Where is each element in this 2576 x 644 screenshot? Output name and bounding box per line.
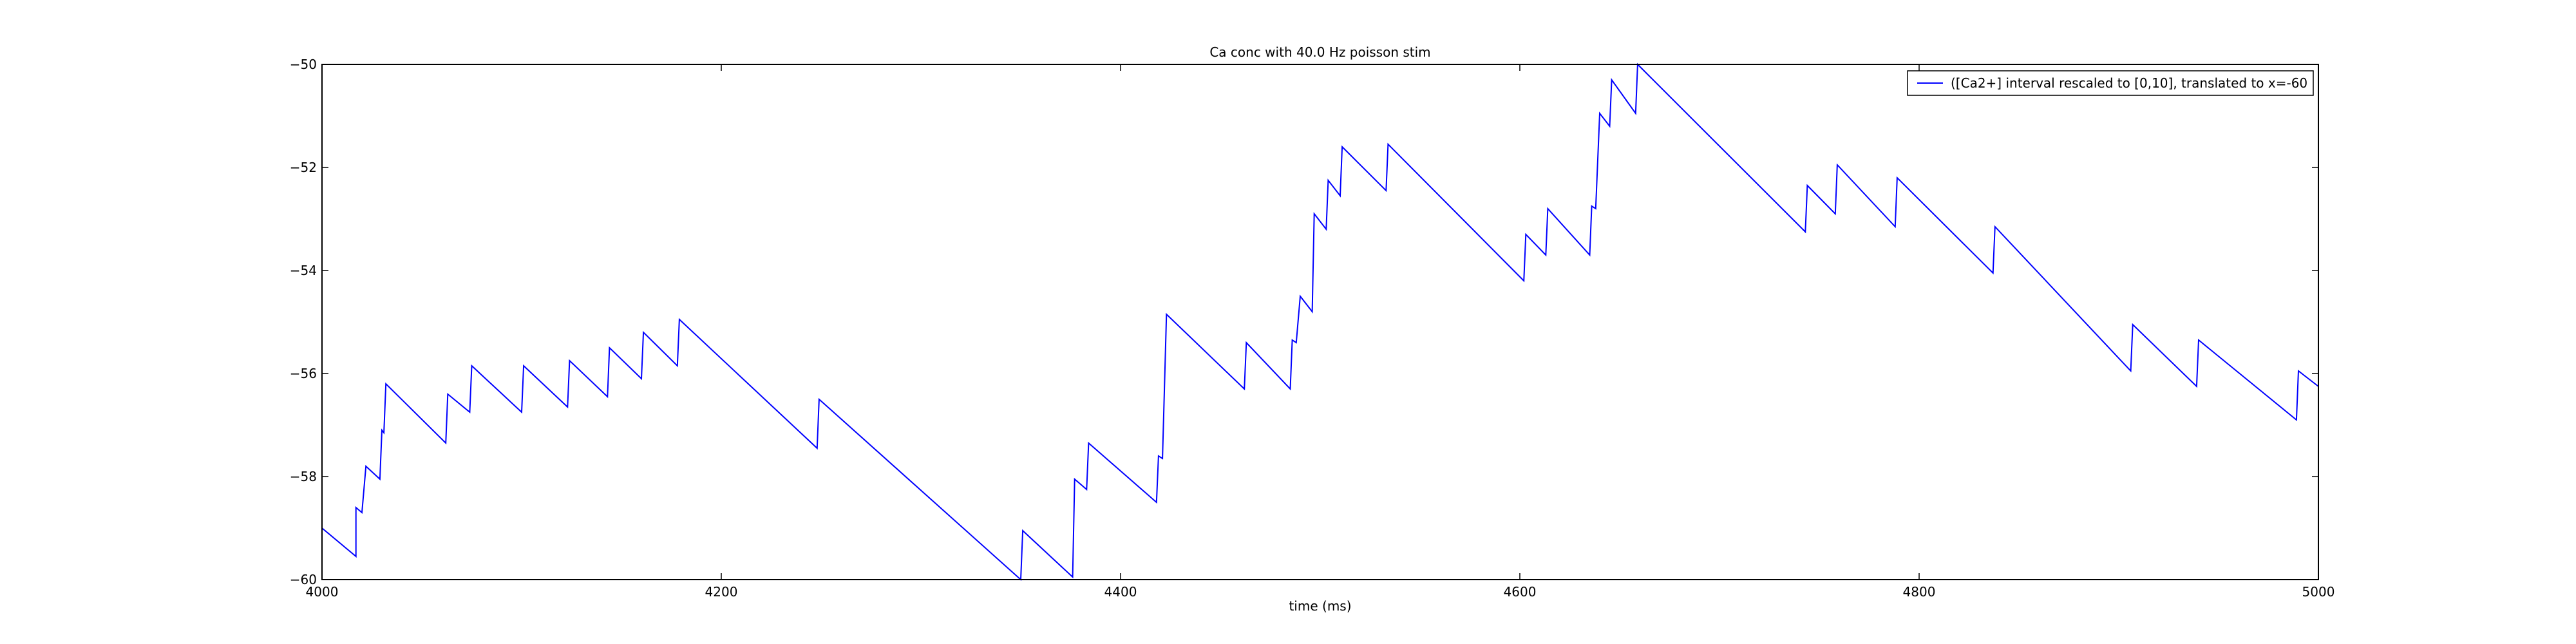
x-tick-label: 4800 xyxy=(1903,584,1936,600)
x-axis: 4000 4200 4400 4600 4800 5000 xyxy=(306,64,2335,600)
legend-entry-label: ([Ca2+] interval rescaled to [0,10], tra… xyxy=(1951,75,2307,91)
x-tick-label: 4600 xyxy=(1504,584,1537,600)
y-tick-label: −52 xyxy=(290,160,317,175)
x-tick-label: 5000 xyxy=(2302,584,2335,600)
y-tick-label: −56 xyxy=(290,366,317,381)
x-tick-label: 4000 xyxy=(306,584,339,600)
series-line-0 xyxy=(321,62,2319,582)
y-tick-label: −60 xyxy=(290,572,317,587)
x-tick-label: 4400 xyxy=(1104,584,1137,600)
y-tick-label: −58 xyxy=(290,469,317,484)
chart-title: Ca conc with 40.0 Hz poisson stim xyxy=(1209,44,1430,60)
legend-box xyxy=(1907,70,2314,96)
y-tick-label: −50 xyxy=(290,57,317,72)
y-axis: −60 −58 −56 −54 −52 −50 xyxy=(290,57,2318,587)
plot-frame xyxy=(321,64,2319,580)
plot-area xyxy=(322,64,2318,580)
x-tick-label: 4200 xyxy=(705,584,738,600)
legend: ([Ca2+] interval rescaled to [0,10], tra… xyxy=(1907,70,2314,96)
x-axis-label: time (ms) xyxy=(1289,598,1351,614)
y-tick-label: −54 xyxy=(290,263,317,278)
series-layer xyxy=(321,62,2319,582)
